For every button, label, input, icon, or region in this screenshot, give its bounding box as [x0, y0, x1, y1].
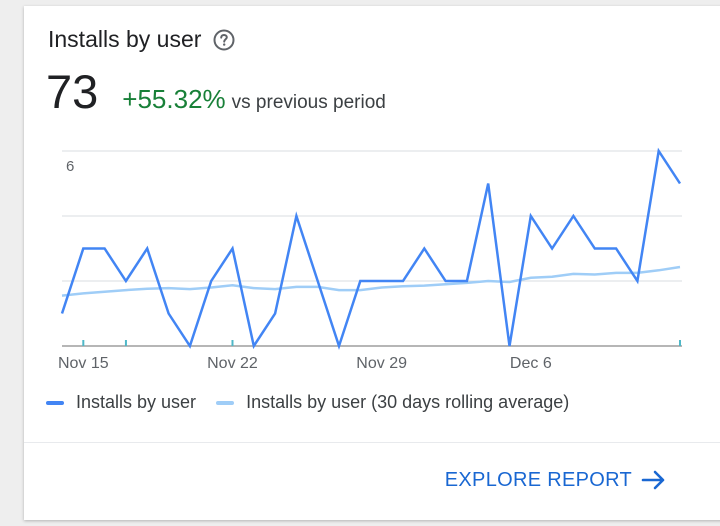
annotation-marker — [124, 340, 127, 346]
metric-change: +55.32% — [122, 84, 226, 114]
explore-report-label: EXPLORE REPORT — [444, 468, 632, 491]
explore-report-button[interactable]: EXPLORE REPORT — [445, 468, 668, 492]
x-tick-label: Nov 29 — [356, 355, 407, 372]
card-header: Installs by user — [48, 26, 235, 53]
card-title: Installs by user — [48, 26, 202, 52]
x-tick-label: Dec 6 — [510, 355, 552, 372]
line-chart: 6 Nov 15 Nov 22 Nov 29 Dec 6 — [58, 147, 682, 372]
legend-item-installs[interactable]: Installs by user — [46, 392, 196, 413]
help-circle-icon[interactable] — [213, 29, 235, 51]
series-line-rolling-average — [61, 265, 681, 297]
annotation-marker — [231, 340, 234, 346]
metric-compare-text: vs previous period — [231, 92, 386, 113]
chart-legend: Installs by user Installs by user (30 da… — [46, 392, 589, 413]
series-line-installs — [60, 147, 682, 351]
installs-card: Installs by user 73 +55.32% vs previous … — [24, 6, 720, 520]
legend-swatch-installs — [46, 400, 64, 405]
metric-value: 73 — [46, 65, 99, 118]
legend-swatch-rolling-average — [216, 400, 235, 405]
x-tick-label: Nov 15 — [58, 355, 109, 372]
legend-label-rolling-average: Installs by user (30 days rolling averag… — [246, 392, 570, 412]
annotation-marker — [679, 340, 681, 346]
arrow-right-icon — [640, 468, 668, 492]
y-tick-label: 6 — [66, 158, 74, 175]
card-divider — [24, 442, 720, 443]
metric-row: 73 +55.32% vs previous period — [46, 64, 386, 119]
x-tick-label: Nov 22 — [207, 355, 258, 372]
legend-item-rolling-average[interactable]: Installs by user (30 days rolling averag… — [216, 392, 569, 413]
annotation-marker — [82, 340, 85, 346]
legend-label-installs: Installs by user — [76, 392, 197, 412]
